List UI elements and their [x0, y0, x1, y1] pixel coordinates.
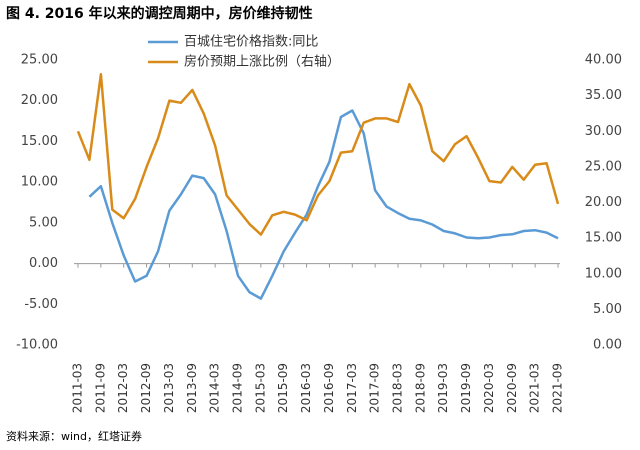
legend-label: 百城住宅价格指数:同比: [184, 34, 318, 50]
x-tick-label: 2019-03: [436, 363, 450, 413]
x-tick-label: 2020-09: [505, 363, 519, 413]
y-tick-label: 20.00: [21, 93, 58, 108]
source: 资料来源：wind，红塔证券: [6, 429, 142, 443]
x-tick-label: 2017-03: [345, 363, 359, 413]
x-tick-label: 2017-09: [368, 363, 382, 413]
y2-tick-label: 40.00: [585, 53, 622, 68]
x-tick-label: 2019-09: [459, 363, 473, 413]
y2-tick-label: 15.00: [585, 231, 622, 246]
y2-tick-label: 10.00: [585, 266, 622, 281]
y2-tick-label: 0.00: [593, 338, 622, 353]
x-tick-label: 2021-09: [551, 363, 565, 413]
x-tick-label: 2012-09: [139, 363, 153, 413]
x-tick-label: 2018-09: [413, 363, 427, 413]
y-tick-label: 0.00: [29, 256, 58, 271]
x-tick-label: 2015-09: [276, 363, 290, 413]
x-tick-label: 2016-09: [322, 363, 336, 413]
x-tick-label: 2013-09: [185, 363, 199, 413]
series-line: [76, 73, 560, 236]
y2-tick-label: 35.00: [585, 88, 622, 103]
series-line: [88, 109, 559, 300]
x-tick-label: 2018-03: [391, 363, 405, 413]
y-tick-label: 25.00: [21, 53, 58, 68]
y2-tick-label: 20.00: [585, 195, 622, 210]
legend-label: 房价预期上涨比例（右轴）: [184, 54, 340, 70]
y2-tick-label: 5.00: [593, 302, 622, 317]
x-tick-label: 2015-03: [253, 363, 267, 413]
y-tick-label: -5.00: [24, 297, 58, 312]
y-tick-label: 5.00: [29, 215, 58, 230]
x-tick-label: 2013-03: [162, 363, 176, 413]
y-tick-label: -10.00: [16, 338, 58, 353]
y2-tick-label: 25.00: [585, 159, 622, 174]
x-tick-label: 2011-09: [93, 363, 107, 413]
y-tick-label: 15.00: [21, 134, 58, 149]
x-tick-label: 2020-03: [482, 363, 496, 413]
x-tick-label: 2011-03: [71, 363, 85, 413]
x-tick-label: 2014-09: [231, 363, 245, 413]
x-tick-label: 2012-03: [116, 363, 130, 413]
x-tick-label: 2021-03: [528, 363, 542, 413]
x-tick-label: 2016-03: [299, 363, 313, 413]
y2-tick-label: 30.00: [585, 124, 622, 139]
y-tick-label: 10.00: [21, 175, 58, 190]
x-tick-label: 2014-03: [208, 363, 222, 413]
chart-title: 图 4. 2016 年以来的调控周期中，房价维持韧性: [6, 5, 313, 22]
